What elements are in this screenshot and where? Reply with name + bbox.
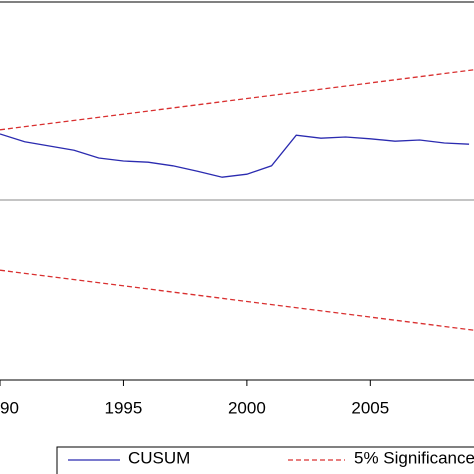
legend-label: CUSUM xyxy=(128,448,190,467)
x-tick-label: 1990 xyxy=(0,398,19,417)
series-line xyxy=(0,69,474,131)
x-tick-label: 2005 xyxy=(351,398,389,417)
legend-label: 5% Significance xyxy=(354,448,474,467)
x-tick-label: 2000 xyxy=(228,398,266,417)
legend-box xyxy=(56,446,474,474)
series-line xyxy=(0,269,474,331)
x-tick-label: 1995 xyxy=(105,398,143,417)
series-line xyxy=(0,133,470,178)
